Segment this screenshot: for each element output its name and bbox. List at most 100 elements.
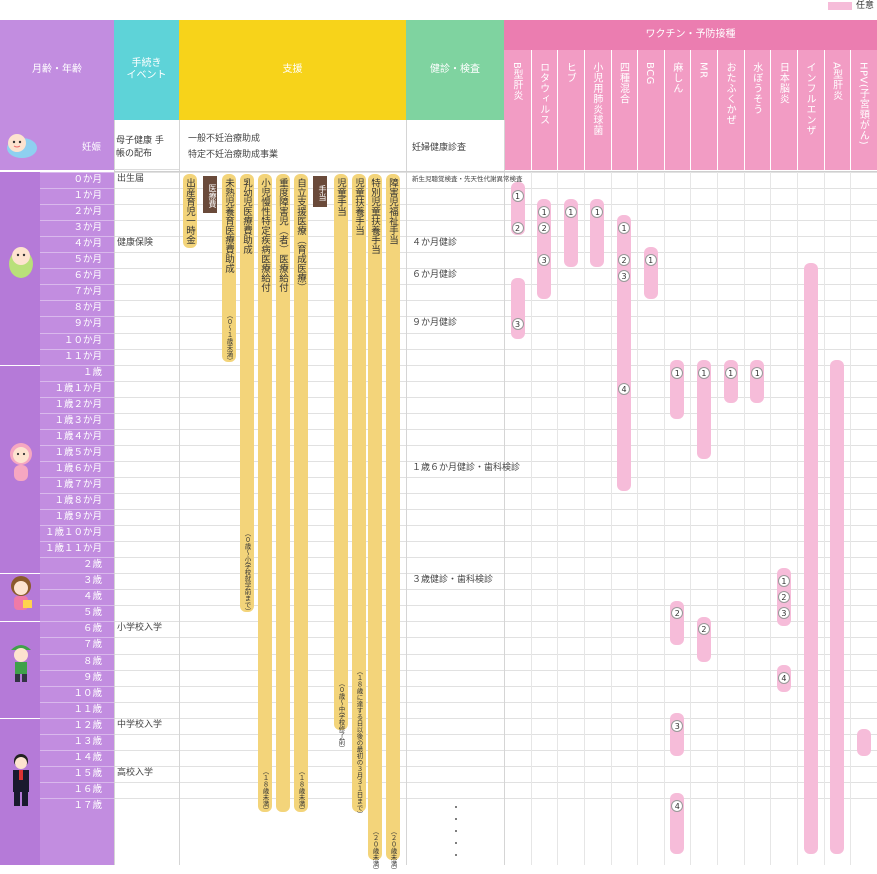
age-label-3: ３か月 [73,222,102,234]
age-row-line [40,220,114,222]
support-label-s8: 児童扶養手当 [353,178,364,235]
support-bar-s9 [368,174,382,860]
age-label-5: ５か月 [73,254,102,266]
age-row-line [40,797,114,799]
vaccine-col-divider [557,172,559,865]
dose-marker: 2 [777,591,790,604]
age-group-divider [0,573,40,575]
student-icon [6,752,36,808]
age-row-line [40,637,114,639]
dose-marker: 1 [591,206,604,219]
row-line [40,236,877,238]
row-line [40,460,877,462]
age-label-0: ０か月 [73,174,102,185]
row-line [40,733,877,735]
age-label-21: １歳９か月 [54,511,102,523]
age-row-line [40,300,114,302]
support-bar-s7 [334,174,348,730]
row-line [40,701,877,703]
age-row-line [40,525,114,527]
dose-marker: 1 [511,190,524,203]
age-row-line [40,172,114,173]
checkup-item: ６か月健診 [412,270,458,281]
support-label-s10: 障害児福祉手当 [387,178,398,245]
vaccine-bar [830,359,845,855]
age-label-11: １１か月 [63,350,102,362]
vaccine-header-divider [663,50,665,170]
dose-marker: 3 [777,607,790,620]
age-label-1: １か月 [73,190,102,202]
dose-marker: 2 [511,222,524,235]
age-row-line [40,509,114,511]
row-line [40,749,877,751]
row-line [40,637,877,639]
age-row-line [40,444,114,446]
vaccine-name-12: A型肝炎 [830,62,842,101]
age-label-28: ６歳 [82,623,102,635]
pregnancy-procedure-cell [114,120,179,170]
header-vaccine: ワクチン・予防接種 [504,20,877,50]
procedure-item: 健康保険 [117,238,154,249]
vaccine-name-5: BCG [644,62,656,85]
age-row-line [40,204,114,206]
row-line [40,364,877,366]
age-row-line [40,653,114,655]
checkup-item: 新生児聴覚検査・先天性代謝異常検査 [412,175,523,183]
dose-marker: 3 [538,254,551,267]
medical-expense-tag: 医療費 [203,176,217,213]
vaccine-col-divider [823,172,825,865]
age-row-line [40,476,114,478]
continuation-dot [455,806,457,808]
row-line [40,268,877,270]
row-line [40,797,877,799]
vaccine-name-9: 水ぼうそう [750,62,762,115]
vaccine-header-divider [797,50,799,170]
age-row-line [40,765,114,767]
vaccine-col-divider [583,172,585,865]
dose-marker: 3 [618,270,631,283]
row-line [40,573,877,575]
pregnancy-row-line [114,171,877,172]
support-label-s6: 自立支援医療（育成医療） [295,178,306,292]
vaccine-col-divider [717,172,719,865]
support-label-s3: 乳幼児医療費助成 [241,178,252,254]
support-label-s2: 未熟児養育医療費助成 [223,178,234,273]
row-line [40,380,877,382]
age-group-divider [0,364,40,366]
age-row-line [40,717,114,719]
continuation-dot [455,818,457,820]
age-group-divider [0,717,40,719]
age-row-line [40,781,114,783]
age-label-15: １歳３か月 [54,414,102,426]
row-line [40,444,877,446]
section-divider [179,120,180,865]
age-row-line [40,316,114,318]
row-line [40,412,877,414]
age-row-line [40,557,114,559]
continuation-dot [455,854,457,856]
vaccine-name-11: インフルエンザ [804,62,816,136]
vaccine-header-divider [770,50,772,170]
vaccine-header-divider [717,50,719,170]
row-line [40,605,877,607]
pregnancy-support-1: 一般不妊治療助成 [188,134,261,144]
age-label-19: １歳７か月 [54,478,102,490]
row-line [40,685,877,687]
row-line [40,188,877,190]
vaccine-name-8: おたふくかぜ [724,62,736,125]
support-note-s6: （１８歳未満） [297,768,305,814]
vaccine-name-6: 麻しん [670,62,682,94]
age-group-divider [0,621,40,623]
age-row-line [40,749,114,751]
support-bar-s8 [352,174,366,812]
support-bar-s5 [276,174,290,812]
support-note-s4: （１８歳未満） [261,768,269,814]
age-row-line [40,380,114,382]
age-row-line [40,428,114,430]
vaccine-bar [803,263,818,855]
vaccine-col-divider [797,172,799,865]
dose-marker: 3 [511,318,524,331]
dose-marker: 4 [618,382,631,395]
support-bar-s6 [294,174,308,812]
